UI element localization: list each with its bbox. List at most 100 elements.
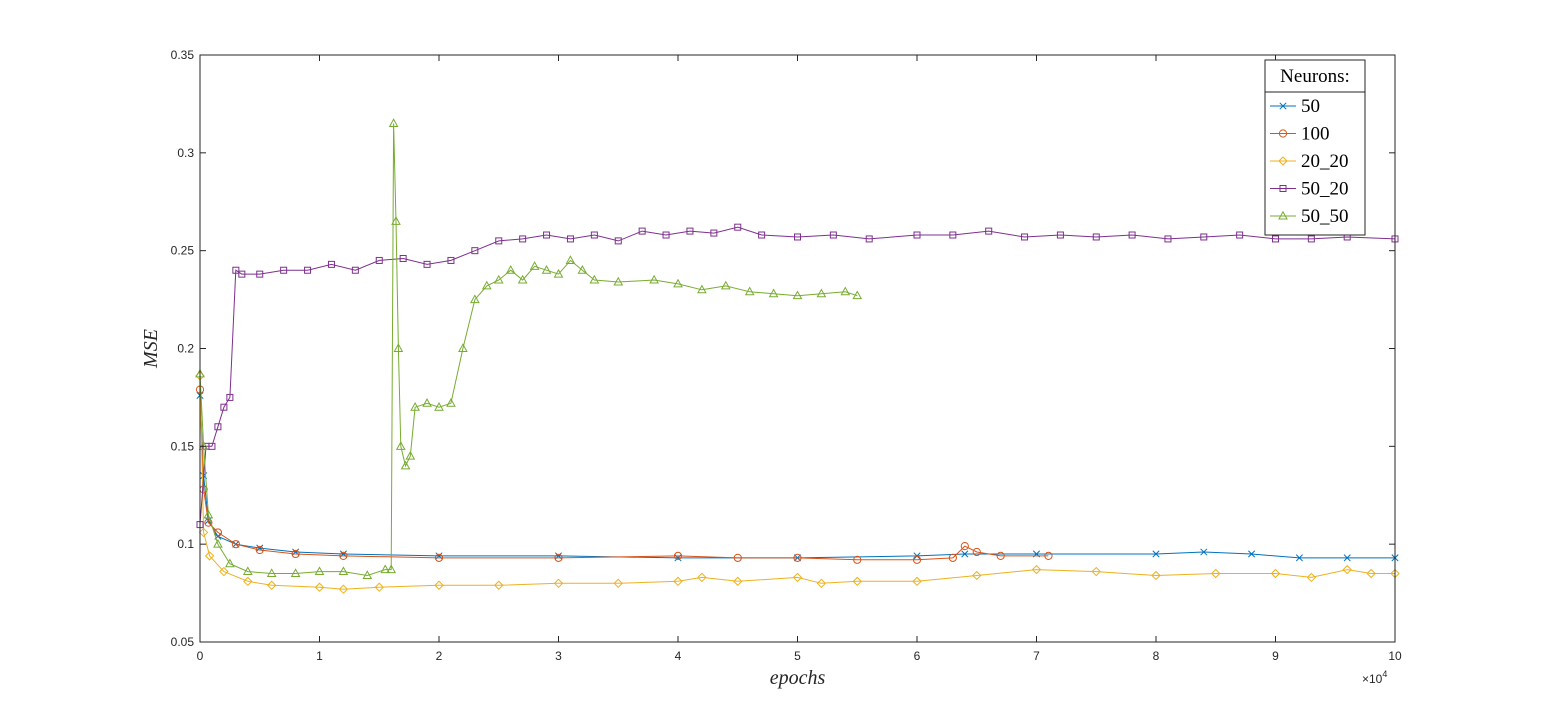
data-point xyxy=(410,401,420,411)
data-point xyxy=(339,551,348,561)
legend-box xyxy=(1264,59,1366,236)
x-tick-label: 2 xyxy=(436,649,443,663)
data-point xyxy=(638,227,646,235)
data-point xyxy=(219,566,229,577)
data-point xyxy=(1151,570,1161,581)
x-tick-label: 6 xyxy=(914,649,921,663)
data-point xyxy=(613,578,623,589)
data-point xyxy=(255,545,264,555)
data-point xyxy=(852,576,862,587)
data-point xyxy=(423,260,431,268)
data-point xyxy=(1200,233,1208,241)
data-point xyxy=(697,284,707,294)
data-point xyxy=(1236,231,1244,239)
data-point xyxy=(213,538,223,548)
legend-swatch-marker xyxy=(1278,156,1288,166)
data-point xyxy=(529,261,540,270)
legend-items: 50 100 20_20 50_20 50_50 xyxy=(1270,96,1349,227)
data-point xyxy=(204,518,213,527)
data-point xyxy=(327,260,335,268)
data-point xyxy=(913,231,921,239)
data-point xyxy=(590,231,598,239)
data-point xyxy=(553,268,564,278)
data-point xyxy=(758,231,766,239)
data-point xyxy=(447,256,455,264)
x-multiplier-base: ×10 xyxy=(1362,672,1383,686)
data-point xyxy=(1092,233,1100,241)
x-tick-label: 0 xyxy=(197,649,204,663)
data-point xyxy=(232,266,240,274)
series-line xyxy=(199,123,858,577)
legend-label: 100 xyxy=(1301,124,1330,145)
data-point xyxy=(470,294,480,304)
x-tick-label: 4 xyxy=(675,649,682,663)
data-point xyxy=(380,564,391,574)
data-point xyxy=(662,231,670,239)
data-point xyxy=(393,343,404,352)
legend-swatch-marker xyxy=(1279,102,1287,110)
x-axis-label: epochs xyxy=(770,667,826,689)
x-tick-label: 1 xyxy=(316,649,323,663)
x-tick-label: 9 xyxy=(1272,649,1279,663)
series-100 xyxy=(195,385,1053,564)
legend-title: Neurons: xyxy=(1280,66,1350,87)
data-point xyxy=(972,547,981,557)
plot-area xyxy=(200,55,1395,642)
data-point xyxy=(256,270,264,278)
plot-background xyxy=(200,55,1395,642)
data-point xyxy=(541,265,552,274)
data-point xyxy=(266,568,277,578)
data-point xyxy=(519,235,527,243)
data-point xyxy=(614,237,622,245)
data-point xyxy=(554,553,563,562)
data-point xyxy=(961,550,969,558)
data-point xyxy=(744,286,755,296)
legend-item-50-50: 50_50 xyxy=(1270,206,1349,227)
data-point xyxy=(589,274,600,284)
data-point xyxy=(840,286,851,296)
data-point xyxy=(816,288,827,298)
data-point xyxy=(1248,550,1256,558)
x-tick-label: 7 xyxy=(1033,649,1040,663)
data-point xyxy=(225,558,235,568)
data-point xyxy=(1295,554,1303,562)
data-point xyxy=(198,441,209,450)
data-point xyxy=(351,266,359,274)
data-point xyxy=(231,540,240,549)
legend: Neurons: 50 100 20_20 50_20 50_50 xyxy=(1264,59,1366,236)
data-point xyxy=(493,274,504,284)
data-point xyxy=(362,570,373,579)
data-point xyxy=(204,551,215,561)
data-point xyxy=(405,450,416,460)
data-point xyxy=(386,564,397,574)
data-point xyxy=(768,288,779,298)
data-point xyxy=(948,553,957,562)
data-point xyxy=(458,343,468,352)
data-point xyxy=(912,555,922,564)
x-tick-label: 3 xyxy=(555,649,562,663)
x-multiplier-label: ×104 xyxy=(1362,669,1387,686)
data-point xyxy=(434,401,444,411)
data-point xyxy=(1152,550,1160,558)
data-point xyxy=(1366,568,1376,579)
data-point xyxy=(1211,568,1221,579)
data-point xyxy=(208,442,216,450)
data-point xyxy=(960,542,969,551)
y-tick-label: 0.05 xyxy=(171,635,195,649)
legend-label: 50 xyxy=(1301,96,1320,117)
data-point xyxy=(1306,572,1317,583)
x-tick-label: 8 xyxy=(1153,649,1160,663)
data-point xyxy=(505,265,516,274)
data-point xyxy=(720,280,731,290)
data-point xyxy=(1342,564,1352,575)
data-point xyxy=(829,231,837,239)
legend-item-20-20: 20_20 xyxy=(1270,151,1349,172)
data-point xyxy=(1164,235,1172,243)
data-point xyxy=(793,553,802,562)
data-point xyxy=(613,276,624,286)
data-point xyxy=(972,570,982,581)
data-point xyxy=(949,231,957,239)
data-point xyxy=(198,527,209,538)
data-point xyxy=(734,223,742,231)
x-multiplier-exponent: 4 xyxy=(1382,669,1387,679)
